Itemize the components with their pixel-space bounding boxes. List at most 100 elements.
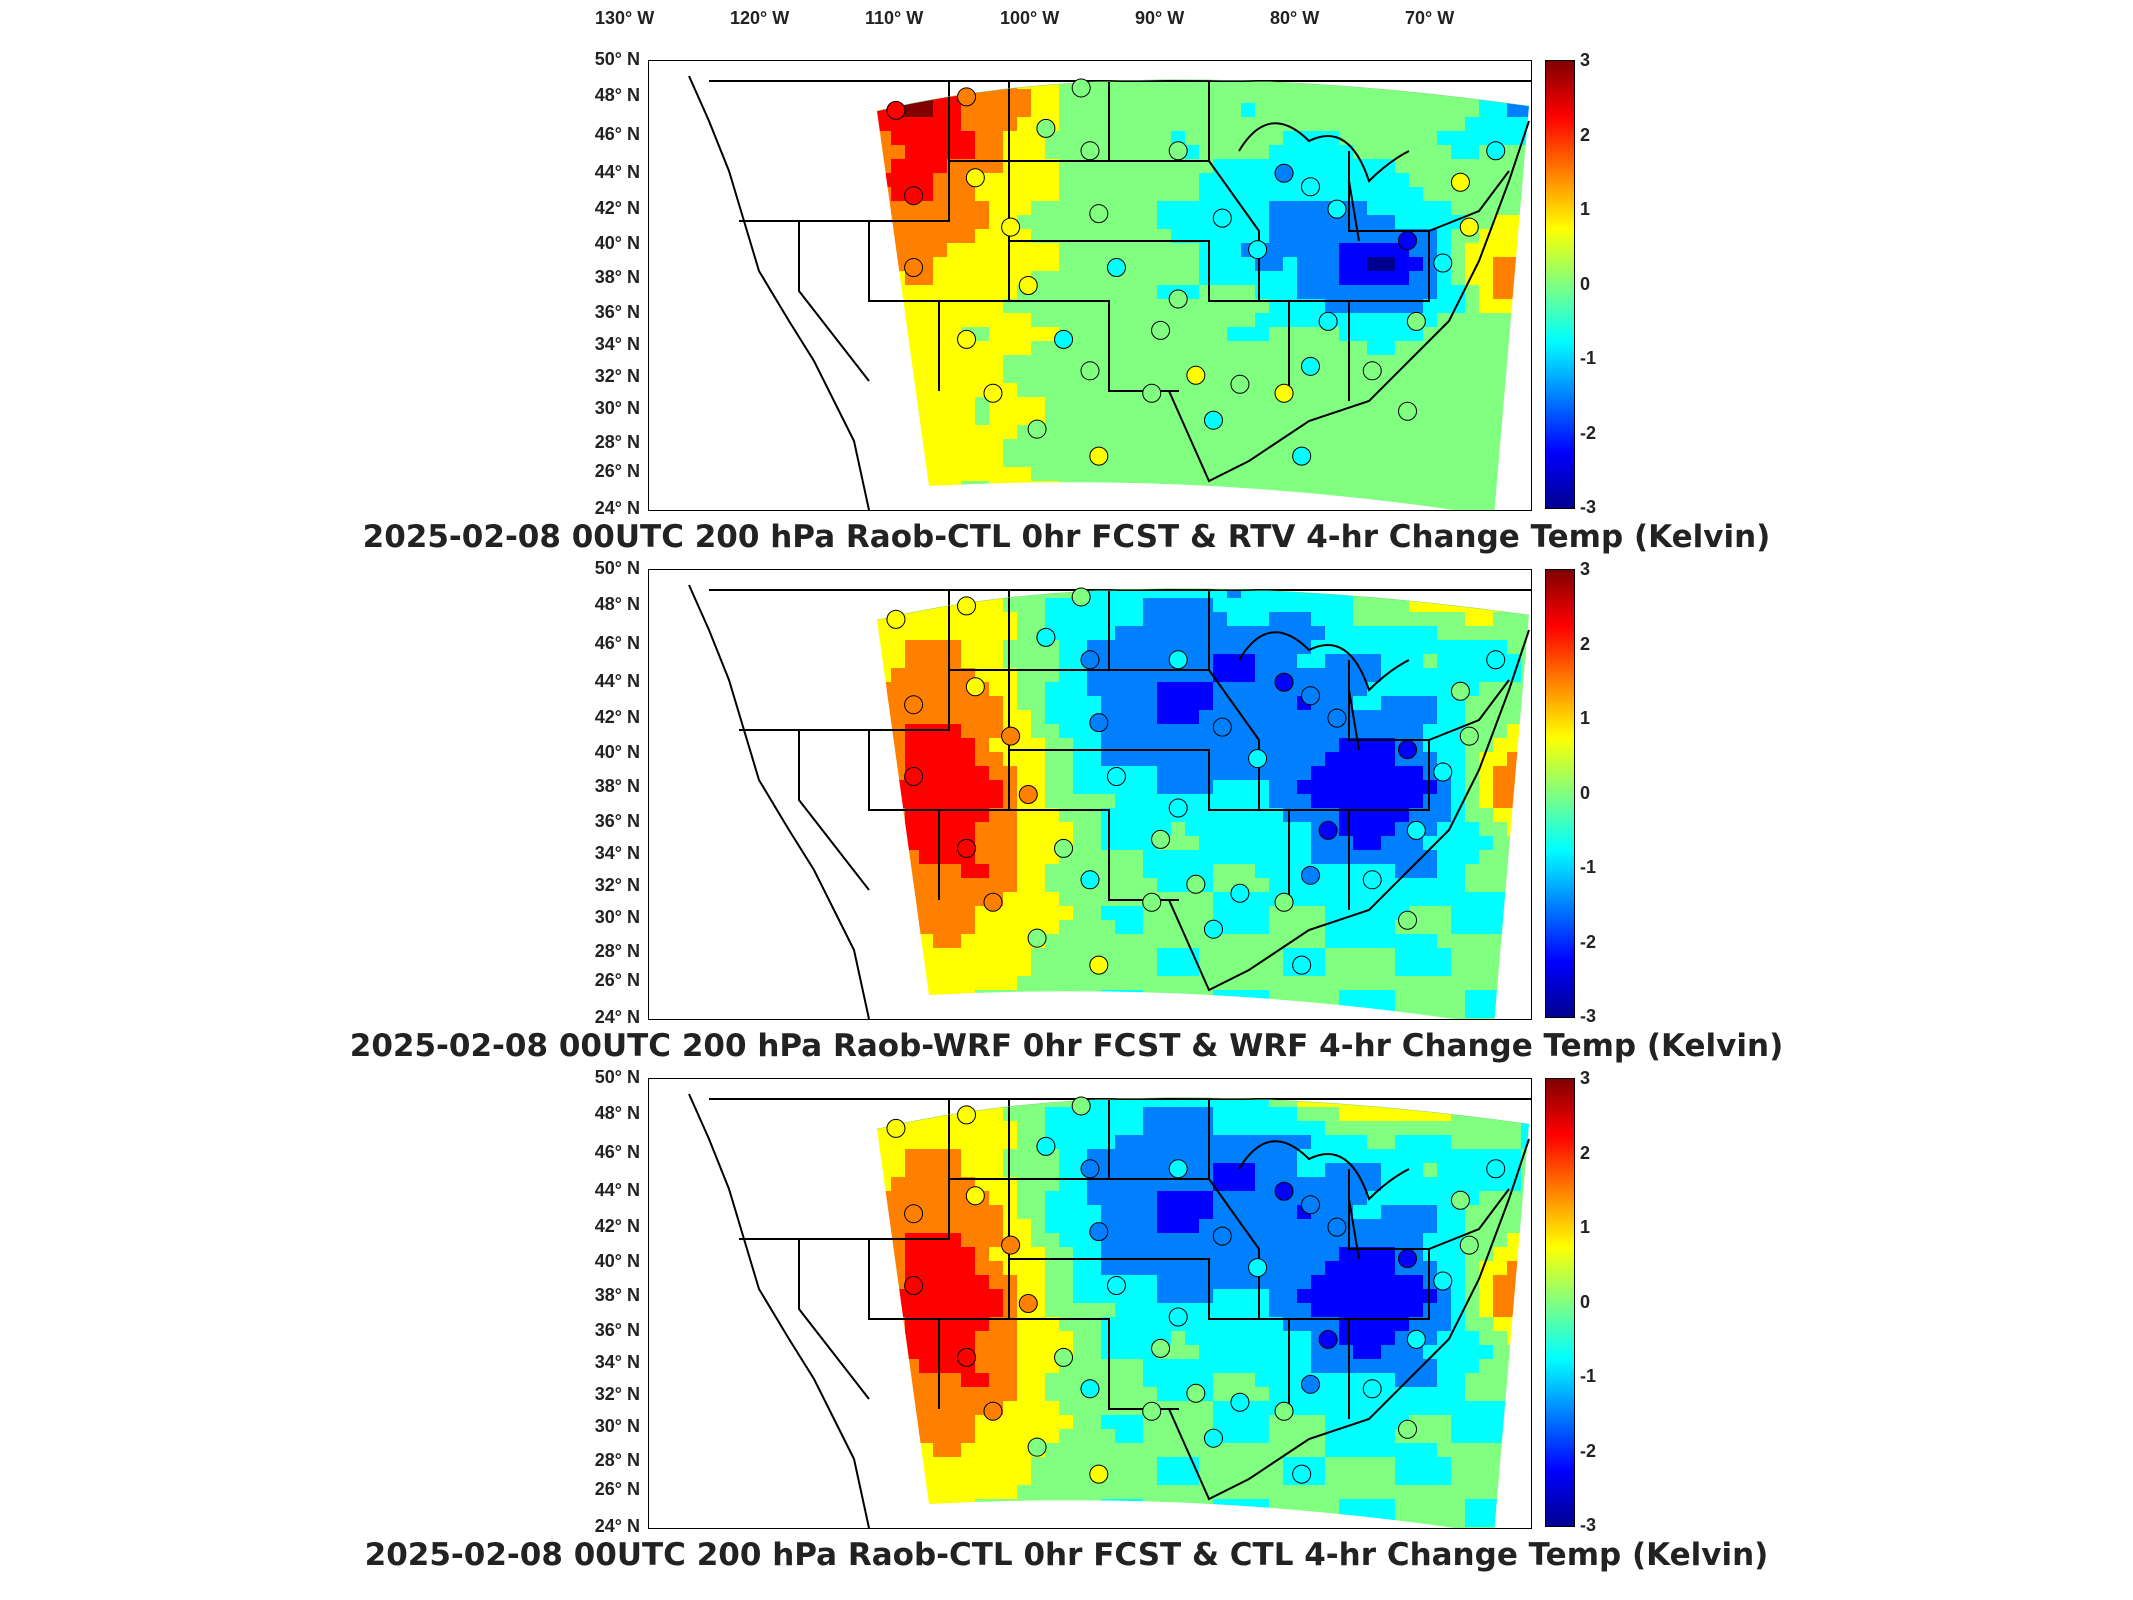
latitude-label: 28° N (594, 1450, 640, 1470)
latitude-label: 42° N (594, 1216, 640, 1236)
latitude-label: 34° N (594, 334, 640, 354)
latitude-label: 26° N (594, 1479, 640, 1499)
raob-station-marker (1318, 311, 1338, 331)
raob-station-marker (1406, 311, 1426, 331)
latitude-label: 26° N (594, 970, 640, 990)
raob-station-marker (1450, 172, 1470, 192)
latitude-label: 38° N (594, 1285, 640, 1305)
raob-station-marker (1398, 1249, 1418, 1269)
raob-station-marker (1274, 383, 1294, 403)
raob-station-marker (1168, 1159, 1188, 1179)
raob-station-marker (1036, 627, 1056, 647)
latitude-label: 28° N (594, 941, 640, 961)
raob-station-marker (1398, 1419, 1418, 1439)
raob-station-marker (1080, 1159, 1100, 1179)
latitude-label: 46° N (594, 633, 640, 653)
latitude-label: 32° N (594, 1384, 640, 1404)
latitude-label: 40° N (594, 233, 640, 253)
raob-station-marker (1248, 1258, 1268, 1278)
raob-station-marker (1327, 708, 1347, 728)
raob-station-marker (1001, 726, 1021, 746)
raob-station-marker (904, 258, 924, 278)
raob-station-marker (957, 329, 977, 349)
raob-station-marker (1292, 446, 1312, 466)
colorbar-tick-label: -2 (1580, 422, 1597, 443)
raob-station-marker (1203, 919, 1223, 939)
raob-station-marker (1248, 240, 1268, 260)
raob-station-marker (983, 892, 1003, 912)
raob-station-marker (904, 767, 924, 787)
colorbar (1545, 569, 1575, 1018)
raob-station-marker (1301, 177, 1320, 197)
raob-station-marker (1027, 928, 1047, 948)
temperature-field-map (688, 75, 1531, 510)
raob-station-marker (1151, 829, 1171, 849)
colorbar-tick-label: 2 (1580, 1142, 1591, 1163)
raob-stations (886, 78, 1506, 466)
latitude-label: 48° N (594, 1103, 640, 1123)
raob-station-marker (904, 186, 924, 206)
raob-station-marker (1089, 713, 1109, 733)
latitude-label: 36° N (594, 302, 640, 322)
raob-station-marker (1089, 1222, 1109, 1242)
longitude-label: 90° W (1135, 8, 1185, 28)
longitude-label: 130° W (595, 8, 655, 28)
longitude-label: 80° W (1270, 8, 1320, 28)
raob-station-marker (1151, 1338, 1171, 1358)
raob-station-marker (1486, 650, 1506, 670)
colorbar-tick-label: 0 (1580, 273, 1591, 294)
raob-station-marker (1168, 289, 1188, 309)
raob-station-marker (1212, 208, 1232, 228)
colorbar-tick-label: 0 (1580, 782, 1591, 803)
raob-station-marker (965, 168, 985, 188)
raob-station-marker (1450, 1190, 1470, 1210)
raob-station-marker (1248, 749, 1268, 769)
colorbar (1545, 1078, 1575, 1527)
raob-station-marker (1292, 955, 1312, 975)
raob-station-marker (886, 100, 906, 120)
colorbar-tick-label: 1 (1580, 708, 1591, 728)
raob-station-marker (1433, 253, 1453, 273)
raob-station-marker (1106, 1276, 1126, 1296)
latitude-label: 44° N (594, 1180, 640, 1200)
raob-station-marker (1089, 446, 1109, 466)
longitude-label: 70° W (1405, 8, 1455, 28)
latitude-label: 40° N (594, 1251, 640, 1271)
raob-station-marker (957, 1347, 977, 1367)
latitude-label: 30° N (594, 907, 640, 927)
latitude-label: 50° N (594, 558, 640, 578)
temperature-field-map (688, 584, 1531, 1019)
raob-station-marker (1080, 650, 1100, 670)
raob-station-marker (1486, 141, 1506, 161)
latitude-label: 44° N (594, 671, 640, 691)
latitude-label: 42° N (594, 198, 640, 218)
panel-title: 2025-02-08 00UTC 200 hPa Raob-WRF 0hr FC… (349, 1028, 1784, 1064)
raob-station-marker (1327, 1217, 1347, 1237)
raob-station-marker (1142, 1401, 1162, 1421)
raob-station-marker (904, 1276, 924, 1296)
raob-station-marker (957, 87, 977, 107)
latitude-label: 44° N (594, 162, 640, 182)
raob-station-marker (1433, 762, 1453, 782)
raob-station-marker (1362, 361, 1382, 381)
raob-station-marker (1362, 870, 1382, 890)
raob-station-marker (1186, 365, 1206, 385)
state-boundaries (688, 584, 1531, 1019)
latitude-label: 26° N (594, 461, 640, 481)
colorbar-tick-label: 1 (1580, 1217, 1591, 1237)
raob-station-marker (1301, 356, 1320, 376)
raob-station-marker (1230, 1392, 1250, 1412)
raob-station-marker (1054, 329, 1074, 349)
raob-station-marker (983, 383, 1003, 403)
raob-station-marker (1459, 1235, 1479, 1255)
latitude-label: 42° N (594, 707, 640, 727)
raob-stations (886, 587, 1506, 975)
raob-station-marker (1274, 672, 1294, 692)
latitude-label: 36° N (594, 1320, 640, 1340)
raob-station-marker (1433, 1271, 1453, 1291)
colorbar-tick-label: 2 (1580, 633, 1591, 654)
panel-title: 2025-02-08 00UTC 200 hPa Raob-CTL 0hr FC… (364, 1537, 1769, 1573)
raob-station-marker (904, 695, 924, 715)
raob-station-marker (957, 1105, 977, 1125)
raob-station-marker (1027, 1437, 1047, 1457)
